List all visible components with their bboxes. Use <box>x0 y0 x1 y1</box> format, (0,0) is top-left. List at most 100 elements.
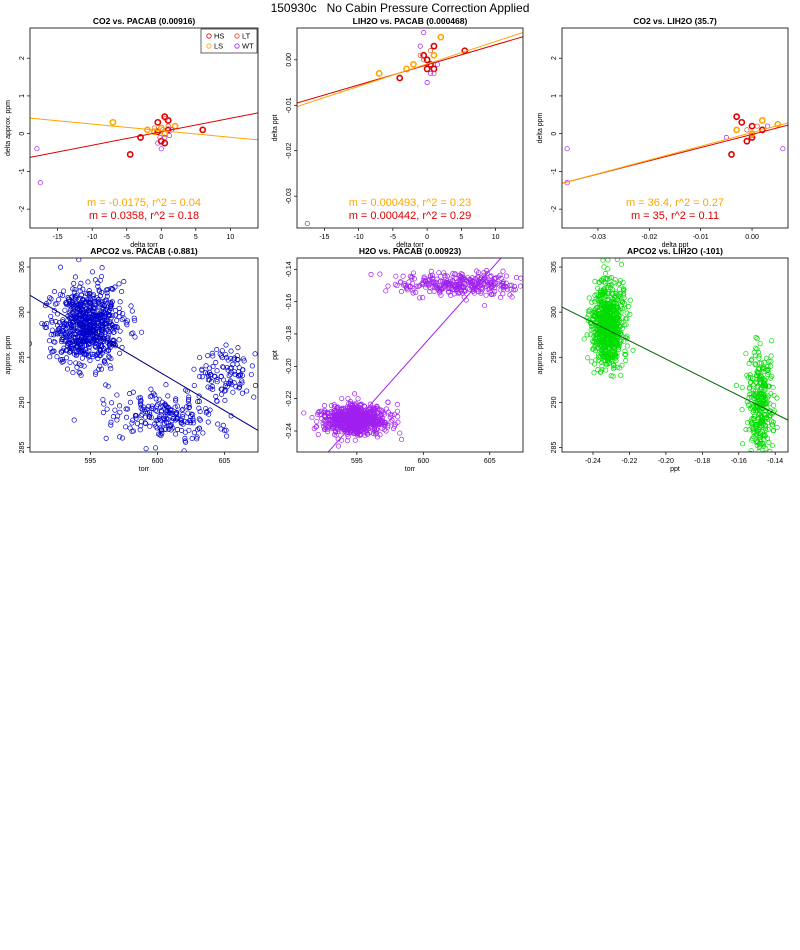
data-point <box>165 393 171 399</box>
x-tick-label: -0.02 <box>641 234 657 241</box>
data-point <box>591 370 597 376</box>
data-point <box>748 375 754 381</box>
data-point <box>627 311 633 317</box>
data-point <box>738 118 746 126</box>
data-point <box>34 146 40 152</box>
data-point <box>748 406 754 412</box>
data-point <box>756 390 762 396</box>
data-point <box>205 419 211 425</box>
data-point <box>97 363 103 369</box>
data-point <box>105 335 111 341</box>
data-point <box>588 323 594 329</box>
data-point <box>488 282 494 288</box>
data-point <box>621 288 627 294</box>
data-point <box>311 425 317 432</box>
data-point <box>96 313 102 319</box>
data-point <box>387 414 393 420</box>
y-tick-label: 285 <box>551 442 558 454</box>
data-point <box>219 348 225 354</box>
data-point <box>752 361 758 367</box>
data-point <box>178 416 184 422</box>
data-point <box>768 358 774 364</box>
data-point <box>377 413 383 419</box>
data-point <box>207 385 214 391</box>
x-axis-label: torr <box>405 466 416 473</box>
data-point <box>767 408 773 414</box>
data-point <box>406 279 412 285</box>
data-point <box>180 411 186 418</box>
data-point <box>186 405 192 411</box>
data-point <box>748 420 754 426</box>
data-point <box>588 359 595 365</box>
data-point <box>114 324 120 330</box>
data-point <box>60 327 66 334</box>
data-point <box>374 403 380 409</box>
data-point <box>421 57 427 63</box>
plot-area <box>562 258 788 452</box>
data-point <box>61 322 68 328</box>
fit-line <box>30 294 258 431</box>
data-point <box>76 311 82 317</box>
data-point <box>196 425 203 431</box>
data-point <box>763 427 769 433</box>
data-point <box>780 146 786 152</box>
data-point <box>362 432 368 438</box>
data-point <box>593 313 599 319</box>
data-point <box>79 299 85 306</box>
data-point <box>320 420 326 427</box>
data-point <box>458 274 464 280</box>
data-point <box>610 299 617 305</box>
data-point <box>248 371 254 378</box>
data-point <box>349 411 356 417</box>
data-point <box>64 366 71 372</box>
data-point <box>91 313 97 319</box>
data-point <box>751 349 757 356</box>
data-point <box>234 356 240 363</box>
data-point <box>62 307 68 313</box>
data-point <box>364 424 370 430</box>
data-point <box>743 351 749 357</box>
data-point <box>760 397 766 403</box>
y-axis-label: delta ppm <box>537 112 544 143</box>
data-point <box>91 295 97 302</box>
data-point <box>753 394 760 400</box>
data-point <box>613 355 619 361</box>
data-point <box>756 355 762 361</box>
data-point <box>218 426 224 432</box>
x-tick-label: -5 <box>390 234 396 241</box>
data-point <box>49 327 55 333</box>
data-point <box>769 422 775 428</box>
data-point <box>199 126 207 134</box>
data-point <box>109 118 117 126</box>
data-point <box>44 321 50 327</box>
data-point <box>154 118 162 126</box>
data-point <box>427 70 434 77</box>
data-point <box>588 332 594 338</box>
data-point <box>375 70 383 77</box>
data-point <box>92 344 98 350</box>
data-point <box>229 382 235 388</box>
data-point <box>740 441 746 447</box>
data-point <box>91 306 97 312</box>
x-tick-label: -0.03 <box>590 234 606 241</box>
legend-label: LS <box>214 42 223 51</box>
data-point <box>67 299 73 305</box>
y-tick-label: 2 <box>19 56 26 60</box>
chart-title: CO2 vs. LIH2O (35.7) <box>633 16 717 26</box>
data-point <box>82 321 88 327</box>
data-point <box>394 408 400 414</box>
data-point <box>227 371 234 377</box>
data-point <box>154 425 160 431</box>
data-point <box>142 420 148 426</box>
data-point <box>161 139 169 147</box>
data-point <box>756 353 762 359</box>
data-point <box>490 283 496 289</box>
data-point <box>101 401 107 407</box>
data-point <box>456 282 462 288</box>
data-point <box>475 273 481 280</box>
data-point <box>756 434 762 440</box>
data-point <box>593 336 599 342</box>
data-point <box>79 355 85 361</box>
y-tick-label: -0.02 <box>286 143 293 159</box>
data-point <box>597 342 603 348</box>
